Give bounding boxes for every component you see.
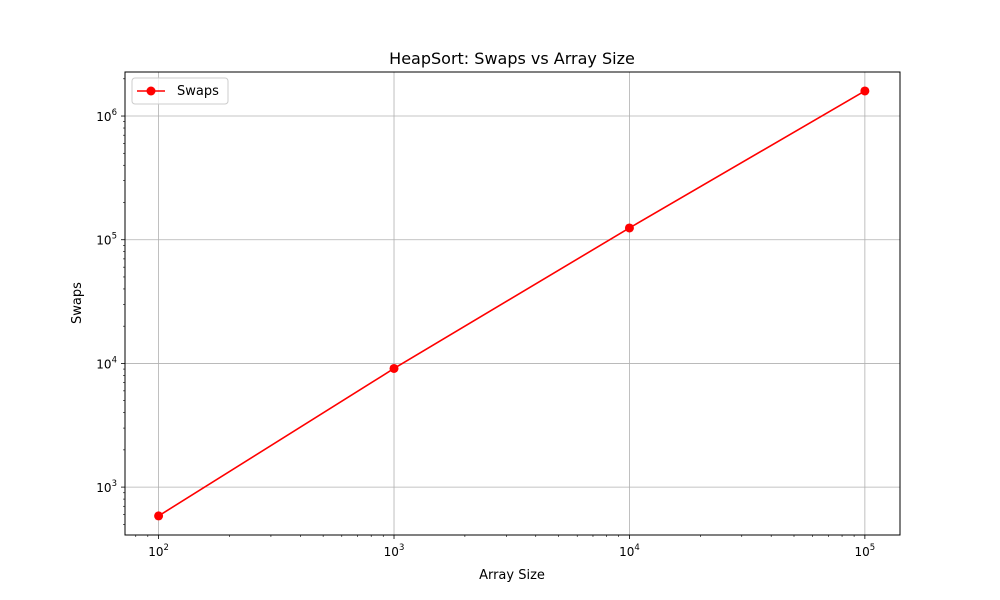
y-tick-label-exponent: 3 [112, 479, 117, 489]
y-tick-label-base: 10 [96, 357, 111, 371]
y-axis-label: Swaps [70, 282, 85, 324]
legend-marker-swatch [146, 86, 156, 96]
y-tick-label: 106 [96, 108, 117, 124]
grid-lines [125, 72, 900, 535]
plot-frame [124, 71, 901, 536]
chart-title: HeapSort: Swaps vs Array Size [389, 49, 635, 68]
y-tick-label-exponent: 6 [112, 108, 117, 118]
x-axis-label: Array Size [479, 568, 545, 583]
x-tick-label-base: 10 [619, 545, 634, 559]
x-tick-label-base: 10 [148, 545, 163, 559]
x-tick-label-base: 10 [384, 545, 399, 559]
y-tick-label: 103 [96, 479, 117, 495]
y-tick-label-base: 10 [96, 110, 111, 124]
x-tick-label-exponent: 5 [870, 543, 875, 553]
x-tick-label-base: 10 [855, 545, 870, 559]
data-point-swaps [154, 511, 164, 521]
data-point-swaps [389, 363, 399, 373]
x-tick-label-exponent: 3 [399, 543, 404, 553]
x-tick-label: 104 [619, 543, 640, 559]
x-tick-label: 102 [148, 543, 169, 559]
series-line-swaps [158, 90, 866, 517]
x-tick-label-exponent: 4 [634, 543, 639, 553]
data-point-swaps [624, 223, 634, 233]
y-tick-label-base: 10 [96, 481, 111, 495]
legend: Swaps [131, 77, 229, 105]
y-tick-label-exponent: 4 [112, 355, 117, 365]
y-tick-label: 104 [96, 355, 117, 371]
x-tick-label: 103 [384, 543, 405, 559]
y-tick-label-exponent: 5 [112, 232, 117, 242]
data-point-swaps [860, 86, 870, 96]
legend-label-swaps: Swaps [177, 84, 219, 99]
legend-box [131, 77, 229, 105]
y-tick-label: 105 [96, 232, 117, 248]
x-tick-label: 105 [855, 543, 876, 559]
x-tick-label-exponent: 2 [164, 543, 169, 553]
series-layer [154, 86, 870, 521]
y-tick-label-base: 10 [96, 234, 111, 248]
